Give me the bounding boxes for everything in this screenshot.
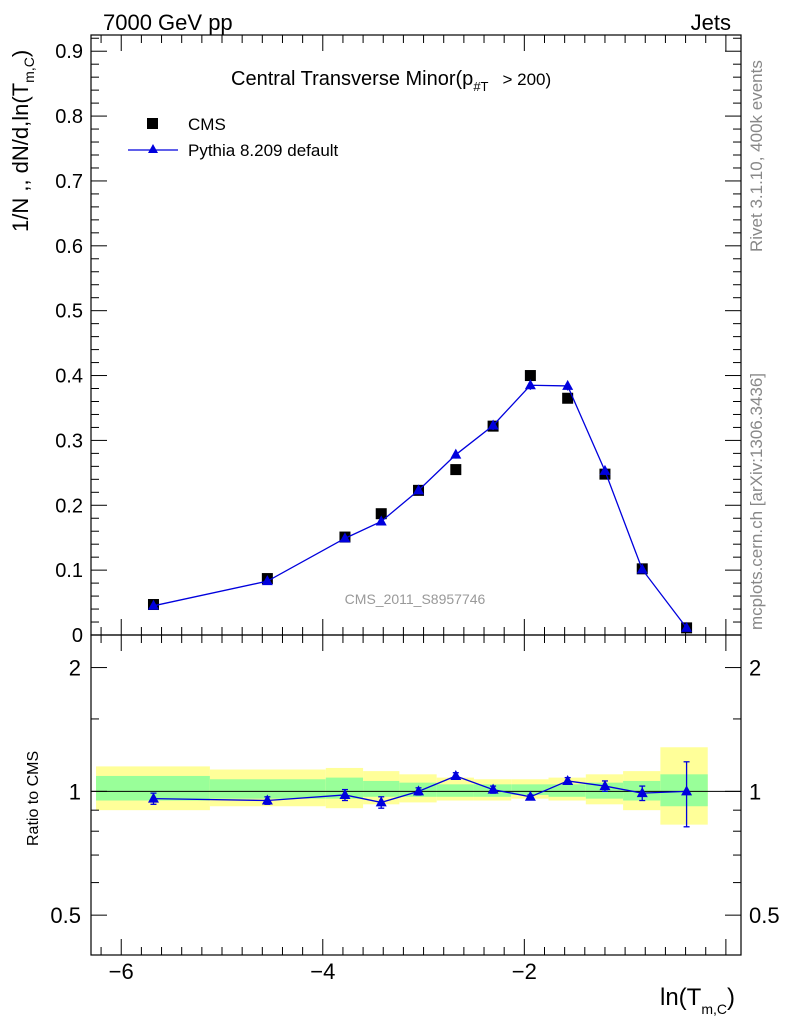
legend-cms-marker (147, 118, 158, 129)
y-tick-label: 0 (72, 625, 83, 647)
ratio-point (339, 788, 351, 799)
mc-point (339, 532, 351, 543)
ratio-tick-label-right: 0.5 (749, 903, 780, 928)
cms-point (375, 508, 387, 520)
mc-point (599, 464, 611, 475)
ratio-point (450, 769, 462, 780)
y-tick-label: 0.8 (55, 106, 83, 128)
legend-mc-marker (148, 144, 158, 153)
mc-point (524, 379, 536, 390)
ratio-line (153, 775, 687, 804)
ratio-point (487, 783, 499, 794)
ratio-tick-label: 2 (69, 656, 81, 681)
mc-point (261, 575, 273, 586)
mc-point (413, 484, 425, 495)
cms-point (524, 370, 536, 382)
y-tick-label: 0.3 (55, 430, 83, 452)
mc-point (636, 563, 648, 574)
ratio-tick-label: 0.5 (50, 903, 81, 928)
cms-point (450, 464, 462, 476)
x-tick-label: −4 (310, 959, 335, 984)
ratio-y-label: Ratio to CMS (25, 751, 42, 846)
y-axis-label: 1/N ,, dN/d,ln(Tm,C) (8, 50, 37, 232)
series-layer (147, 370, 693, 828)
cms-point (562, 392, 574, 404)
ratio-bands (96, 747, 708, 825)
mc-point (562, 379, 574, 390)
ratio-frame (90, 634, 742, 956)
ratio-point (599, 780, 611, 791)
ratio-band-inner (363, 780, 400, 797)
x-tick-label: −2 (512, 959, 537, 984)
mc-point (375, 515, 387, 526)
watermark: CMS_2011_S8957746 (345, 591, 486, 607)
mc-point (681, 621, 693, 632)
y-tick-label: 0.9 (55, 41, 83, 63)
ratio-point (261, 794, 273, 805)
ratio-tick-label-right: 1 (749, 779, 761, 804)
ratio-band-inner (209, 779, 326, 799)
ratio-tick-label-right: 2 (749, 656, 761, 681)
y-tick-label: 0.6 (55, 236, 83, 258)
header-left: 7000 GeV pp (103, 10, 233, 35)
y-tick-label: 0.4 (55, 366, 83, 388)
y-tick-label: 0.1 (55, 560, 83, 582)
chart-title: Central Transverse Minor(p#T > 200) (231, 68, 551, 94)
x-axis-label: ln(Tm,C) (660, 984, 735, 1017)
mcplots-info: mcplots.cern.ch [arXiv:1306.3436] (747, 373, 766, 630)
ratio-point (147, 792, 159, 803)
ratio-point (562, 774, 574, 785)
ratio-point (681, 785, 693, 796)
legend-cms-label: CMS (188, 115, 226, 134)
legend: CMS Pythia 8.209 default (128, 115, 339, 160)
mc-point (450, 448, 462, 459)
legend-mc-label: Pythia 8.209 default (188, 141, 339, 160)
y-tick-label: 0.7 (55, 171, 83, 193)
ratio-tick-label: 1 (69, 779, 81, 804)
y-tick-label: 0.5 (55, 301, 83, 323)
mc-point (147, 599, 159, 610)
ratio-band-inner (511, 784, 549, 795)
chart-title-sub: #T (473, 79, 488, 94)
axes: 0 0.1 0.2 0.3 0.4 0.5 0.6 0.7 0.8 0.9 −6 −4 −2 0.5 0.5… (50, 35, 780, 984)
rivet-info: Rivet 3.1.10, 400k events (747, 60, 766, 252)
y-tick-label: 0.2 (55, 495, 83, 517)
ratio-band-inner (548, 784, 586, 797)
ratio-point (524, 790, 536, 801)
ratio-band-inner (325, 777, 364, 799)
ratio-band-inner (436, 784, 474, 797)
header-right: Jets (691, 10, 731, 35)
chart-title-suffix: > 200) (502, 70, 551, 89)
mc-line (153, 384, 688, 629)
x-tick-label: −6 (109, 959, 134, 984)
mc-point (487, 419, 499, 430)
ratio-point (413, 785, 425, 796)
ratio-point (375, 796, 387, 807)
ratio-point (636, 787, 648, 798)
